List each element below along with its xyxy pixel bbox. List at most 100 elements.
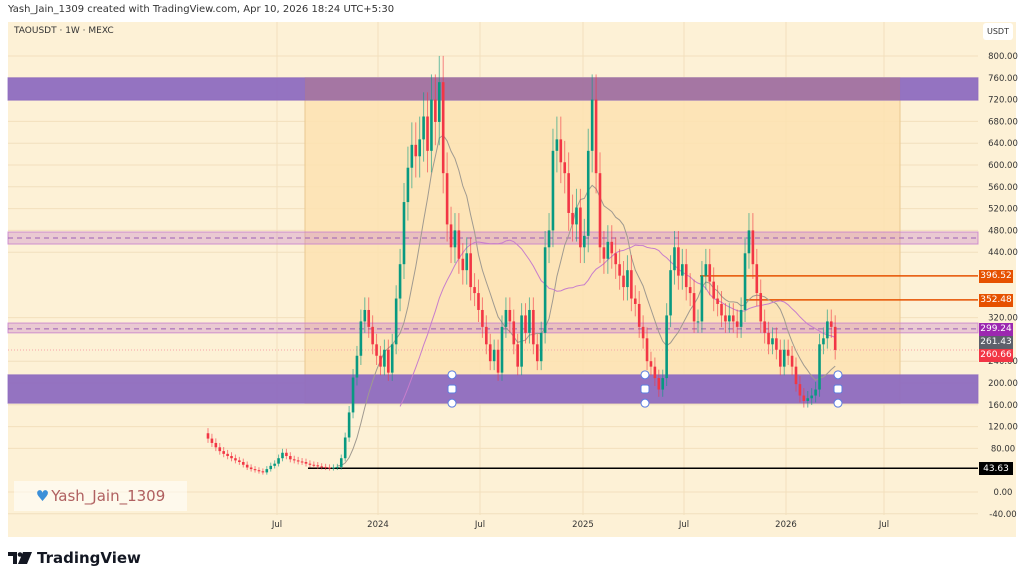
candle (316, 462, 320, 470)
candle (359, 309, 363, 366)
candle-body (516, 344, 519, 367)
candle-body (406, 167, 410, 203)
candle (724, 303, 727, 333)
candle-body (496, 349, 500, 373)
candle-body (485, 326, 488, 345)
candle (649, 351, 653, 376)
candle (743, 237, 747, 322)
candle-body (630, 270, 633, 299)
candle-body (567, 173, 570, 213)
candle-body (633, 298, 637, 304)
candle (265, 466, 269, 475)
candle-body (379, 355, 382, 367)
candle (771, 327, 774, 355)
candle-body (241, 462, 245, 465)
candle-body (524, 315, 527, 333)
candle (551, 128, 555, 248)
candle (406, 146, 410, 221)
resize-handle[interactable] (447, 398, 457, 408)
candle-body (598, 173, 602, 248)
tradingview-logo[interactable]: TradingView (8, 549, 141, 567)
time-tick-label: 2026 (775, 520, 797, 530)
candle (289, 452, 292, 463)
candle-body (269, 465, 273, 470)
candle-body (798, 384, 802, 396)
candle (751, 213, 755, 279)
resize-handle[interactable] (833, 384, 843, 394)
candle (739, 297, 743, 338)
candle-body (238, 460, 241, 463)
watermark-text: Yash_Jain_1309 (51, 487, 166, 505)
resize-handle[interactable] (447, 370, 457, 380)
candle (292, 455, 296, 464)
candle-body (555, 139, 559, 151)
resize-handle[interactable] (640, 370, 650, 380)
candle-body (665, 315, 668, 379)
candle-body (371, 326, 374, 345)
candle (653, 357, 657, 387)
candle-body (398, 264, 402, 299)
price-tick-label: 120.00 (988, 423, 1018, 433)
candle-body (669, 270, 672, 316)
candle (481, 297, 484, 338)
price-level-label: 260.66 (979, 348, 1013, 362)
candle-body (535, 344, 539, 362)
candle (426, 92, 429, 173)
candle (571, 194, 574, 242)
candle-body (441, 82, 445, 174)
candle-body (359, 321, 363, 356)
candle (586, 128, 590, 253)
candle (375, 333, 378, 366)
candle (437, 55, 441, 146)
moving-average-fast (337, 134, 836, 467)
candle (418, 116, 421, 178)
price-level-label: 299.24 (979, 322, 1013, 336)
candle-body (661, 378, 665, 390)
candle (343, 432, 347, 462)
resize-handle[interactable] (447, 384, 457, 394)
candle (524, 303, 527, 344)
candle (281, 448, 284, 462)
candle-body (786, 349, 790, 356)
candle-body (594, 99, 598, 174)
candle-body (822, 338, 825, 345)
candle-body (469, 253, 472, 288)
price-tick-label: 560.00 (988, 183, 1018, 193)
candle-body (300, 461, 304, 463)
candle-body (614, 253, 617, 265)
resize-handle[interactable] (833, 370, 843, 380)
candle-body (257, 470, 261, 472)
candle (492, 339, 496, 371)
candle (731, 303, 735, 333)
candle-body (810, 395, 813, 399)
candle (394, 285, 398, 355)
candle (445, 152, 449, 242)
resize-handle[interactable] (640, 384, 650, 394)
candle (602, 230, 606, 274)
candle (516, 333, 519, 376)
candle-body (210, 438, 214, 443)
resize-handle[interactable] (640, 398, 650, 408)
candle (818, 333, 821, 397)
candle (806, 391, 810, 408)
candle-body (422, 116, 425, 140)
resize-handle[interactable] (833, 398, 843, 408)
candle (504, 297, 508, 338)
candle (261, 468, 265, 475)
candle (575, 188, 578, 242)
candle (606, 225, 610, 274)
candle-body (833, 326, 837, 350)
candle (387, 339, 390, 381)
currency-unit-button[interactable]: USDT (983, 23, 1013, 40)
candle (692, 279, 696, 333)
candle (457, 213, 461, 274)
candle (622, 261, 625, 301)
candle (547, 213, 551, 264)
candle-body (829, 321, 833, 327)
candle (253, 466, 257, 473)
supply-demand-zone (7, 374, 979, 404)
candle-body (426, 116, 429, 151)
candle (422, 92, 425, 162)
candle-body (657, 378, 661, 390)
